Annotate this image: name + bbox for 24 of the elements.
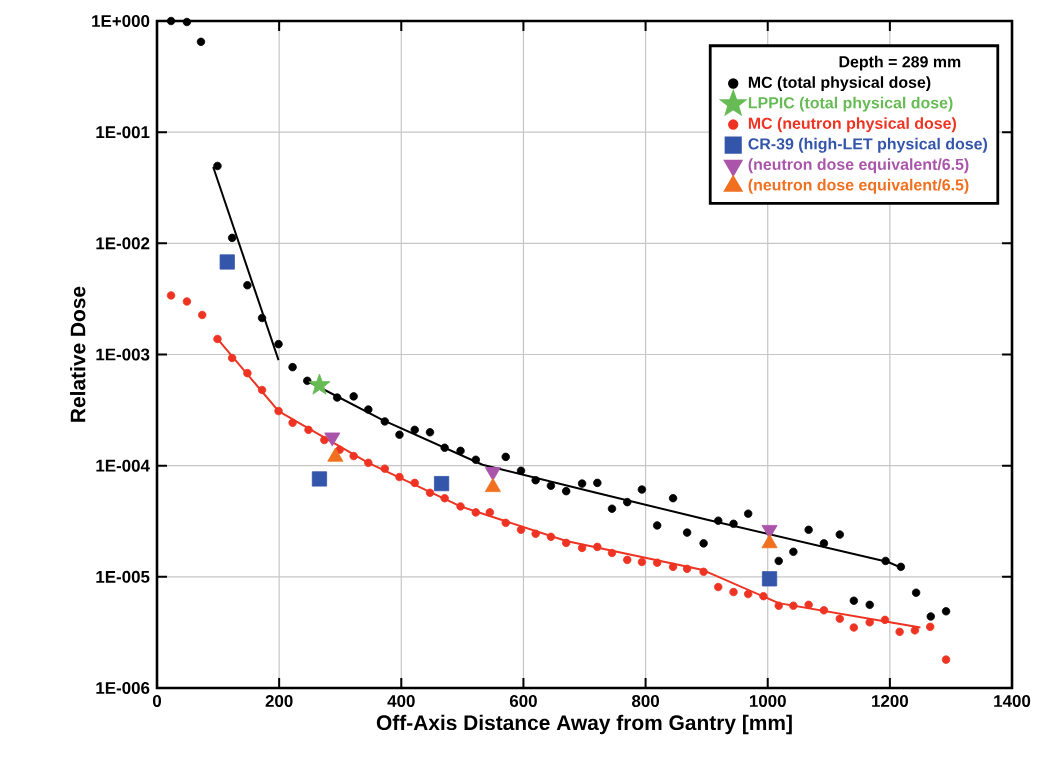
y-tick-label: 1E-006 — [96, 682, 150, 694]
y-tick-label: 1E-005 — [96, 570, 150, 583]
x-tick-label: 0 — [152, 695, 162, 708]
legend-title: Depth = 289 mm — [839, 55, 961, 71]
y-tick-label: 1E-001 — [96, 126, 150, 139]
y-tick-label: 1E+000 — [92, 15, 150, 28]
x-tick-label: 600 — [509, 695, 537, 708]
legend-label: (neutron dose equivalent/6.5) — [748, 178, 969, 194]
x-tick-label: 1200 — [872, 695, 908, 708]
y-tick-label: 1E-004 — [96, 459, 150, 472]
x-tick-label: 1400 — [994, 695, 1031, 708]
y-axis-title: Relative Dose — [70, 286, 86, 422]
legend-label: LPPIC (total physical dose) — [748, 96, 953, 112]
legend-label: MC (neutron physical dose) — [748, 117, 957, 133]
legend-label: MC (total physical dose) — [748, 76, 931, 92]
legend-label: CR-39 (high-LET physical dose) — [748, 137, 988, 153]
legend-label: (neutron dose equivalent/6.5) — [748, 158, 969, 174]
y-tick-label: 1E-003 — [96, 348, 150, 361]
x-axis-title: Off-Axis Distance Away from Gantry [mm] — [376, 714, 792, 735]
x-tick-label: 1000 — [749, 695, 786, 708]
x-tick-label: 800 — [631, 695, 659, 708]
x-tick-label: 400 — [387, 695, 415, 708]
y-tick-label: 1E-002 — [96, 237, 150, 250]
x-tick-label: 200 — [265, 695, 293, 708]
